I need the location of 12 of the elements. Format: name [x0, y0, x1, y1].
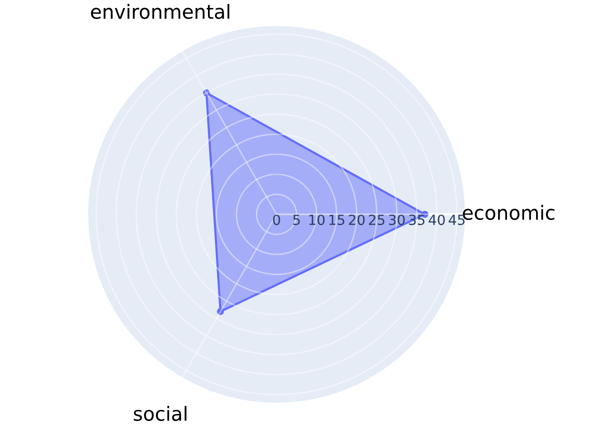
y-tick-label: 15 [329, 214, 344, 226]
y-tick-label: 20 [348, 214, 365, 226]
spoke-label: environmental [91, 4, 230, 19]
y-tick-label: 30 [389, 214, 405, 226]
y-tick-label: 5 [293, 214, 300, 226]
spoke-label: social [134, 406, 186, 421]
spoke-label: economic [462, 204, 554, 220]
y-tick-label: 40 [428, 214, 445, 226]
y-tick-label: 10 [309, 214, 325, 226]
y-tick-label: 45 [448, 214, 465, 226]
y-tick-label: 25 [368, 214, 384, 226]
y-tick-label: 0 [273, 214, 280, 226]
